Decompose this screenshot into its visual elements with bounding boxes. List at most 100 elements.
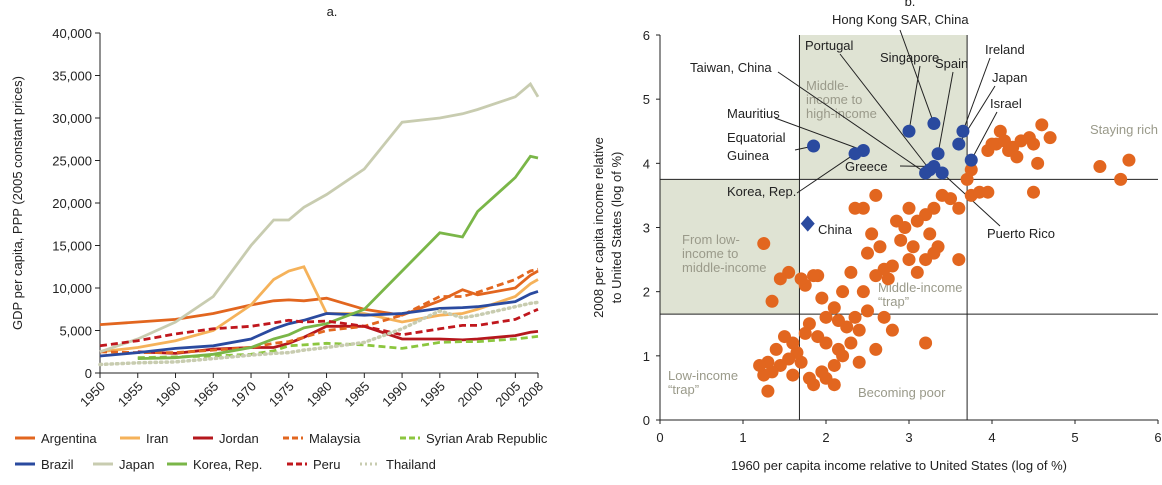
point xyxy=(902,201,916,215)
point-label: Portugal xyxy=(805,38,854,53)
point xyxy=(1027,137,1040,151)
point xyxy=(761,384,775,398)
point xyxy=(935,166,949,180)
point xyxy=(765,294,779,308)
point xyxy=(873,240,887,254)
point xyxy=(856,285,870,299)
region-label: Middle-income “trap” xyxy=(878,280,963,309)
point xyxy=(919,336,933,350)
point xyxy=(935,188,949,202)
leader-line xyxy=(839,53,931,171)
point xyxy=(844,265,858,279)
point xyxy=(964,153,978,167)
y-axis-label: 2008 per capita income relative to United… xyxy=(591,137,624,318)
x-tick-label: 1975 xyxy=(266,379,297,410)
region-label: From low-income to middle-income xyxy=(682,232,767,275)
region-label: Staying rich xyxy=(1090,122,1158,137)
point xyxy=(1043,131,1057,145)
y-tick-label: 40,000 xyxy=(52,26,92,41)
point xyxy=(819,310,833,324)
x-tick-label: 1980 xyxy=(304,379,335,410)
legend-label: Argentina xyxy=(41,431,97,446)
x-tick-label: 1985 xyxy=(341,379,372,410)
point xyxy=(819,336,833,350)
y-tick-label: 20,000 xyxy=(52,196,92,211)
series-line xyxy=(99,81,540,354)
point-label: China xyxy=(818,222,853,237)
x-tick-label: 4 xyxy=(988,430,995,445)
point xyxy=(869,342,883,356)
series-line xyxy=(98,300,540,367)
x-tick-label: 1970 xyxy=(228,379,259,410)
point xyxy=(906,240,920,254)
x-tick-label: 1 xyxy=(739,430,746,445)
x-tick-label: 1995 xyxy=(417,379,448,410)
x-axis-label: 1960 per capita income relative to Unite… xyxy=(731,458,1067,473)
x-tick-label: 0 xyxy=(656,430,663,445)
point xyxy=(869,269,883,283)
point xyxy=(778,330,791,344)
x-tick-label: 1955 xyxy=(115,379,146,410)
point xyxy=(840,320,854,334)
y-tick-label: 10,000 xyxy=(52,281,92,296)
legend-label: Syrian Arab Republic xyxy=(426,431,548,446)
point-label: Israel xyxy=(990,96,1022,111)
x-tick-label: 2000 xyxy=(455,379,486,410)
point xyxy=(1010,150,1024,164)
y-tick-label: 3 xyxy=(643,221,650,236)
point xyxy=(964,163,978,177)
region-label: Becoming poor xyxy=(858,385,946,400)
y-tick-label: 5,000 xyxy=(59,324,92,339)
x-tick-label: 2 xyxy=(822,430,829,445)
point xyxy=(910,265,924,279)
x-tick-label: 1960 xyxy=(153,379,184,410)
y-tick-label: 2 xyxy=(643,285,650,300)
region-label: Middle-income to high-income xyxy=(806,78,877,121)
point xyxy=(753,358,767,372)
y-tick-label: 5 xyxy=(643,92,650,107)
x-tick-label: 1950 xyxy=(77,379,108,410)
point xyxy=(757,237,771,251)
point xyxy=(956,124,970,138)
point xyxy=(844,336,858,350)
point xyxy=(827,378,841,392)
point xyxy=(852,355,866,369)
point xyxy=(827,301,841,315)
x-tick-label: 2008 xyxy=(515,379,546,410)
point xyxy=(852,323,866,337)
point xyxy=(902,253,916,267)
point xyxy=(1114,172,1128,186)
point-label: Equatorial Guinea xyxy=(727,130,786,163)
point-label: Mauritius xyxy=(727,106,780,121)
y-tick-label: 35,000 xyxy=(52,69,92,84)
legend-label: Brazil xyxy=(41,457,74,472)
y-tick-label: 0 xyxy=(643,413,650,428)
point xyxy=(836,285,850,299)
legend-label: Jordan xyxy=(219,431,259,446)
leader-line xyxy=(777,71,926,174)
x-tick-label: 3 xyxy=(905,430,912,445)
point-label: Taiwan, China xyxy=(690,60,772,75)
point xyxy=(927,117,941,131)
point xyxy=(769,342,783,356)
point xyxy=(931,240,945,254)
y-tick-label: 6 xyxy=(643,28,650,43)
point xyxy=(952,201,966,215)
series-line xyxy=(99,290,539,358)
point xyxy=(807,139,821,153)
point xyxy=(869,188,883,202)
point xyxy=(877,310,891,324)
legend-label: Thailand xyxy=(386,457,436,472)
point xyxy=(865,227,879,241)
point xyxy=(815,365,829,379)
chart-title: b. xyxy=(905,0,916,9)
series-line xyxy=(137,154,539,360)
chart-title: a. xyxy=(327,4,338,19)
point xyxy=(919,253,933,267)
y-tick-label: 0 xyxy=(85,366,92,381)
legend-label: Peru xyxy=(313,457,340,472)
shaded-region xyxy=(660,179,800,315)
leader-line xyxy=(774,117,864,151)
point xyxy=(1027,185,1040,199)
